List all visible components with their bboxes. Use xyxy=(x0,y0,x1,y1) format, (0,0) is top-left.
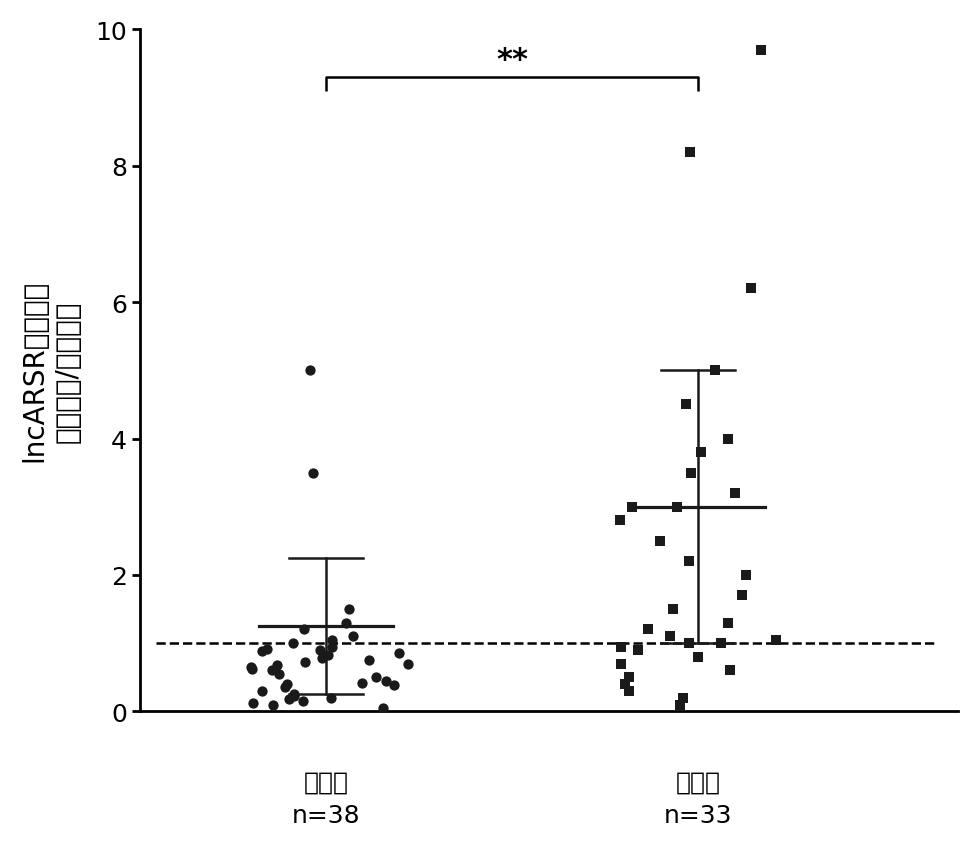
Point xyxy=(720,432,735,446)
Point xyxy=(672,698,688,711)
Point xyxy=(611,514,627,528)
Point xyxy=(243,661,258,674)
Point xyxy=(285,636,300,650)
Point xyxy=(712,636,728,650)
Point xyxy=(681,636,696,650)
Point xyxy=(353,676,369,690)
Point xyxy=(665,603,681,616)
Point xyxy=(390,647,406,660)
Point xyxy=(734,589,749,603)
Point xyxy=(661,630,677,643)
Point xyxy=(640,623,655,636)
Text: n=33: n=33 xyxy=(663,803,732,827)
Point xyxy=(263,664,279,678)
Point xyxy=(617,678,633,691)
Text: n=38: n=38 xyxy=(291,803,360,827)
Point xyxy=(621,684,637,698)
Point xyxy=(683,467,698,480)
Point xyxy=(677,398,692,412)
Point xyxy=(378,674,393,688)
Point xyxy=(286,688,301,701)
Point xyxy=(361,653,377,667)
Point xyxy=(244,663,259,676)
Point xyxy=(338,616,354,630)
Point xyxy=(320,649,335,663)
Point xyxy=(742,283,758,296)
Point xyxy=(277,681,292,695)
Point xyxy=(682,146,697,160)
Point xyxy=(254,684,270,698)
Point xyxy=(297,656,313,669)
Point xyxy=(280,678,295,691)
Point xyxy=(624,500,640,514)
Point xyxy=(254,645,270,658)
Point xyxy=(345,630,361,643)
Point xyxy=(399,657,415,670)
Point xyxy=(314,652,330,665)
Point xyxy=(737,569,753,582)
Point xyxy=(668,500,684,514)
Point xyxy=(341,603,357,616)
Point xyxy=(386,679,402,692)
Point xyxy=(324,633,339,647)
Point xyxy=(295,623,311,636)
Point xyxy=(302,364,318,377)
Point xyxy=(620,671,636,684)
Point xyxy=(265,698,281,711)
Point xyxy=(689,650,705,663)
Point xyxy=(767,633,782,647)
Point xyxy=(612,640,628,653)
Point xyxy=(720,616,735,630)
Point xyxy=(674,691,689,705)
Point xyxy=(680,555,695,568)
Point xyxy=(324,640,339,653)
Point xyxy=(727,487,742,500)
Text: 敏感组: 敏感组 xyxy=(303,770,348,793)
Point xyxy=(706,364,722,377)
Point xyxy=(651,534,667,548)
Point xyxy=(269,658,285,672)
Point xyxy=(271,668,287,681)
Text: 耐药组: 耐药组 xyxy=(675,770,720,793)
Point xyxy=(287,690,302,703)
Point xyxy=(323,691,338,705)
Point xyxy=(753,44,769,57)
Text: **: ** xyxy=(496,46,527,74)
Point xyxy=(722,664,737,678)
Point xyxy=(312,643,328,657)
Point xyxy=(295,695,311,708)
Point xyxy=(375,701,390,715)
Point xyxy=(692,446,708,459)
Point xyxy=(612,657,628,670)
Point xyxy=(259,642,275,656)
Point xyxy=(305,467,321,480)
Point xyxy=(368,671,383,684)
Point xyxy=(245,696,261,710)
Point xyxy=(629,643,645,657)
Y-axis label: lncARSR变化倍数
（治疗后/治疗前）: lncARSR变化倍数 （治疗后/治疗前） xyxy=(21,280,81,462)
Point xyxy=(281,692,296,706)
